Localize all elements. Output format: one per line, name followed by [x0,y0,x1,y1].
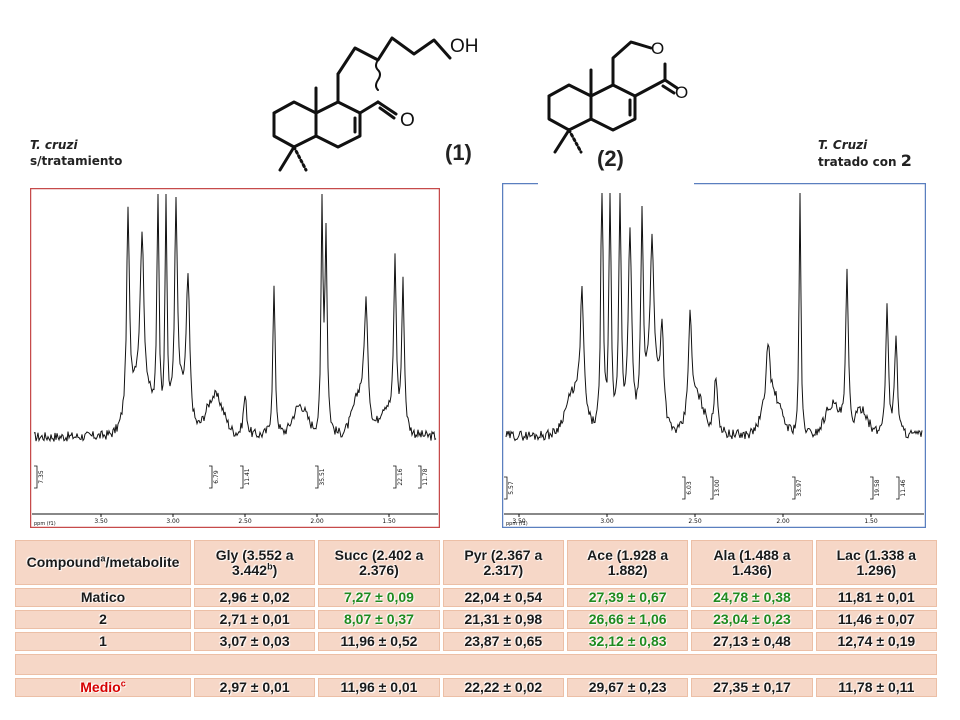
cell-succ: 8,07 ± 0,37 [318,610,440,629]
header-lac: Lac (1.338 a 1.296) [815,540,937,585]
left-species: T. cruzi [30,138,78,152]
cell-ala: 23,04 ± 0,23 [691,610,813,629]
integral-bracket [393,465,397,489]
integral-value: 5.57 [508,481,515,495]
mol1-oh-text: OH [450,36,479,57]
integral-value: 7.35 [38,470,45,484]
integral-bracket [209,465,213,489]
table-row: 2 2,71 ± 0,01 8,07 ± 0,37 21,31 ± 0,98 2… [15,610,937,629]
header-ace: Ace (1.928 a 1.882) [566,540,689,585]
ppm-tick-label: 1.50 [382,518,396,525]
cell-ala: 27,13 ± 0,48 [691,632,813,651]
ppm-tick-label: 2.50 [688,518,702,525]
cell-pyr: 21,31 ± 0,98 [442,610,564,629]
integral-bracket [418,465,422,489]
spectrum-trace [33,193,437,443]
cell-succ: 7,27 ± 0,09 [318,588,440,607]
integral-bracket [896,476,900,500]
integral-value: 35.51 [319,468,326,485]
cell-gly: 2,96 ± 0,02 [194,588,316,607]
left-condition: s/tratamiento [30,154,123,168]
table-header-row: Compounda/metabolite Gly (3.552 a 3.442b… [15,540,937,585]
table-row-blank [15,654,937,675]
ppm-tick-label: 2.50 [238,518,252,525]
integral-bracket [504,476,508,500]
integral-bracket [792,476,796,500]
integral-value: 22.16 [397,468,404,485]
cell-lac: 12,74 ± 0,19 [815,632,937,651]
row-name: Matico [15,588,191,607]
integral-value: 6.79 [213,470,220,484]
integral-value: 19.58 [874,479,881,496]
metabolite-table: Compounda/metabolite Gly (3.552 a 3.442b… [12,537,940,700]
mol2-o-carbonyl-text: O [675,83,688,102]
integral-bracket [870,476,874,500]
integral-value: 11.41 [244,468,251,485]
row-name-medio: Medioc [15,678,191,697]
integral-bracket [710,476,714,500]
integral-value: 33.97 [796,479,803,496]
spectrum-frame [502,183,926,528]
compound-1-label: (1) [445,140,472,165]
ppm-tick-label: 3.00 [166,518,180,525]
cell-pyr: 22,22 ± 0,02 [442,678,564,697]
cell-lac: 11,78 ± 0,11 [815,678,937,697]
spectrum-frame [30,188,440,528]
ppm-tick-label: 2.00 [310,518,324,525]
ppm-tick-label: 3.00 [600,518,614,525]
integral-value: 13.00 [714,479,721,496]
cell-pyr: 22,04 ± 0,54 [442,588,564,607]
nmr-spectrum-treated: 3.50 3.00 2.50 2.00 1.50 ppm (f1) 5.57 6.03 13… [502,183,926,528]
molecule-2-structure: O O [547,39,688,154]
integral-value: 6.03 [686,481,693,495]
ppm-tick-label: 3.50 [512,518,526,525]
compound-2-label: (2) [597,146,624,171]
ppm-tick-label: 2.00 [776,518,790,525]
cell-pyr: 23,87 ± 0,65 [442,632,564,651]
cell-gly: 2,97 ± 0,01 [194,678,316,697]
table-row: 1 3,07 ± 0,03 11,96 ± 0,52 23,87 ± 0,65 … [15,632,937,651]
integral-value: 11.46 [900,479,907,496]
right-species: T. Cruzi [818,138,868,152]
table-row-medio: Medioc 2,97 ± 0,01 11,96 ± 0,01 22,22 ± … [15,678,937,697]
ppm-tick-label: 3.50 [94,518,108,525]
row-name: 2 [15,610,191,629]
cell-ace: 29,67 ± 0,23 [566,678,689,697]
integral-bracket [240,465,244,489]
nmr-spectrum-untreated: 3.50 3.00 2.50 2.00 1.50 ppm (f1) 7.35 6.79 11… [30,188,440,528]
right-spectrum-label: T. Cruzi tratado con 2 [818,137,912,170]
header-succ: Succ (2.402 a 2.376) [318,540,440,585]
cell-ala: 27,35 ± 0,17 [691,678,813,697]
ppm-axis-unit: ppm (f1) [34,521,56,527]
ppm-tick-label: 1.50 [864,518,878,525]
ppm-axis-unit: ppm (f1) [506,521,528,527]
row-name: 1 [15,632,191,651]
spectrum-trace [505,192,923,442]
left-spectrum-label: T. cruzi s/tratamiento [30,137,122,169]
header-compound: Compounda/metabolite [15,540,191,585]
mol2-o-ring-text: O [651,39,664,58]
cell-ace: 27,39 ± 0,67 [566,588,689,607]
cell-gly: 2,71 ± 0,01 [194,610,316,629]
cell-ala: 24,78 ± 0,38 [691,588,813,607]
table-row: Matico 2,96 ± 0,02 7,27 ± 0,09 22,04 ± 0… [15,588,937,607]
mol1-o-text: O [400,110,415,131]
cell-lac: 11,81 ± 0,01 [815,588,937,607]
cell-succ: 11,96 ± 0,52 [318,632,440,651]
cell-ace: 32,12 ± 0,83 [566,632,689,651]
cell-lac: 11,46 ± 0,07 [815,610,937,629]
header-gly: Gly (3.552 a 3.442b) [194,540,316,585]
integral-bracket [34,465,38,489]
header-ala: Ala (1.488 a 1.436) [691,540,813,585]
integral-bracket [315,465,319,489]
blank-cell [15,654,937,675]
right-condition: tratado con 2 [818,151,912,170]
molecule-1-structure: OH O [272,36,479,172]
cell-succ: 11,96 ± 0,01 [318,678,440,697]
header-pyr: Pyr (2.367 a 2.317) [442,540,564,585]
cell-gly: 3,07 ± 0,03 [194,632,316,651]
integral-bracket [682,476,686,500]
integral-value: 11.78 [422,468,429,485]
cell-ace: 26,66 ± 1,06 [566,610,689,629]
